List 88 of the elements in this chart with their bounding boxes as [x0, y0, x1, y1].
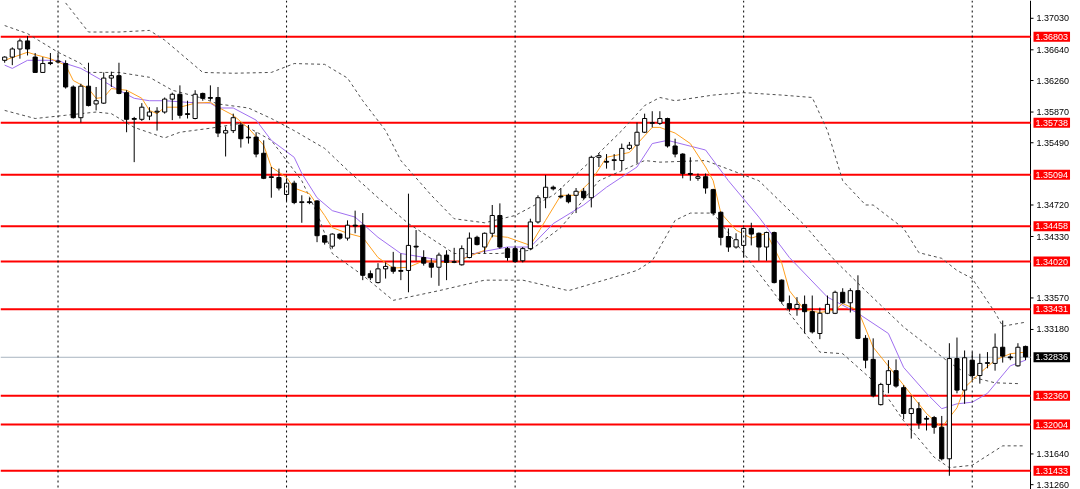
candlestick: [207, 84, 213, 102]
candlestick: [459, 244, 465, 267]
candlestick: [809, 295, 815, 334]
candlestick: [169, 92, 175, 121]
candlestick: [85, 62, 92, 107]
candlestick: [24, 35, 31, 56]
y-tick-label: 1.33180: [1036, 324, 1070, 335]
candlestick: [657, 110, 663, 126]
y-tick-label: 1.37030: [1036, 13, 1070, 24]
candlestick: [413, 229, 419, 262]
candlestick: [862, 334, 869, 369]
candlestick: [992, 333, 998, 372]
candlestick: [63, 59, 69, 90]
ref-line-label: 1.33431: [1035, 304, 1069, 315]
candlestick: [482, 231, 488, 254]
candlestick: [436, 252, 442, 287]
y-tick-label: 1.31640: [1036, 448, 1070, 459]
candlestick: [344, 219, 351, 242]
line-series: [65, 2, 1027, 327]
ref-line-label: 1.31433: [1035, 465, 1069, 476]
ref-line-label: 1.34458: [1035, 221, 1069, 232]
ref-line-label: 1.34020: [1035, 256, 1069, 267]
ref-line-label: 1.32004: [1035, 419, 1069, 430]
candlestick: [756, 231, 762, 262]
candlestick: [116, 62, 122, 95]
candlestick: [702, 172, 709, 195]
candlestick: [695, 172, 701, 182]
candlestick: [245, 124, 252, 145]
candlestick: [977, 353, 983, 385]
y-tick-label: 1.36260: [1036, 75, 1070, 86]
candlestick: [1015, 342, 1021, 368]
candlestick: [680, 152, 686, 179]
ref-line-label: 1.35094: [1035, 169, 1069, 180]
line-series: [4, 25, 1019, 385]
candlestick: [543, 174, 549, 209]
y-tick-label: 1.34330: [1036, 231, 1070, 242]
ref-line-label: 1.32360: [1035, 390, 1069, 401]
candlestick: [17, 37, 23, 60]
candlestick: [489, 204, 495, 238]
candlestick: [390, 251, 396, 275]
candlestick: [733, 232, 739, 250]
candlestick: [634, 122, 640, 164]
candlestick: [779, 278, 785, 305]
candlestick: [466, 231, 472, 259]
candlestick: [817, 307, 823, 340]
candlestick: [93, 86, 99, 111]
candlestick: [763, 231, 770, 262]
candlestick: [253, 131, 259, 158]
candlestick: [32, 52, 38, 73]
candlestick: [276, 168, 282, 191]
candlestick: [794, 296, 800, 317]
candlestick: [1000, 320, 1006, 364]
candlestick: [131, 116, 137, 163]
candlestick: [443, 249, 450, 281]
candlestick: [428, 257, 434, 279]
y-tick-label: 1.35870: [1036, 107, 1070, 118]
y-tick-label: 1.31260: [1036, 479, 1070, 489]
candlestick: [687, 156, 693, 182]
candlestick: [885, 359, 892, 394]
ref-line-label: 1.32836: [1035, 352, 1069, 363]
candlestick: [230, 113, 236, 134]
candlestick: [398, 252, 404, 281]
y-tick-label: 1.33570: [1036, 292, 1070, 303]
candlestick: [916, 401, 922, 430]
candlestick: [672, 138, 678, 158]
y-tick-label: 1.35490: [1036, 137, 1070, 148]
y-tick-label: 1.36640: [1036, 44, 1070, 55]
candlestick: [748, 222, 754, 246]
candlestick: [223, 126, 229, 157]
ref-line-label: 1.35738: [1035, 117, 1069, 128]
candlestick: [268, 166, 274, 199]
candlestick: [352, 210, 358, 234]
candlestick: [154, 106, 160, 132]
candlestick: [291, 180, 297, 205]
candlestick: [299, 194, 305, 224]
candlestick: [893, 358, 899, 389]
candlestick: [573, 187, 579, 214]
ref-line-label: 1.36803: [1035, 31, 1069, 42]
y-tick-label: 1.34720: [1036, 199, 1070, 210]
candlestick: [238, 122, 244, 149]
candlestick: [847, 287, 853, 313]
candlestick: [710, 188, 716, 216]
candlestick: [725, 227, 732, 253]
candlestick: [802, 295, 808, 334]
candlestick: [619, 143, 625, 171]
candlestick: [177, 84, 183, 120]
candlestick: [596, 152, 602, 168]
candlestick: [908, 395, 914, 440]
